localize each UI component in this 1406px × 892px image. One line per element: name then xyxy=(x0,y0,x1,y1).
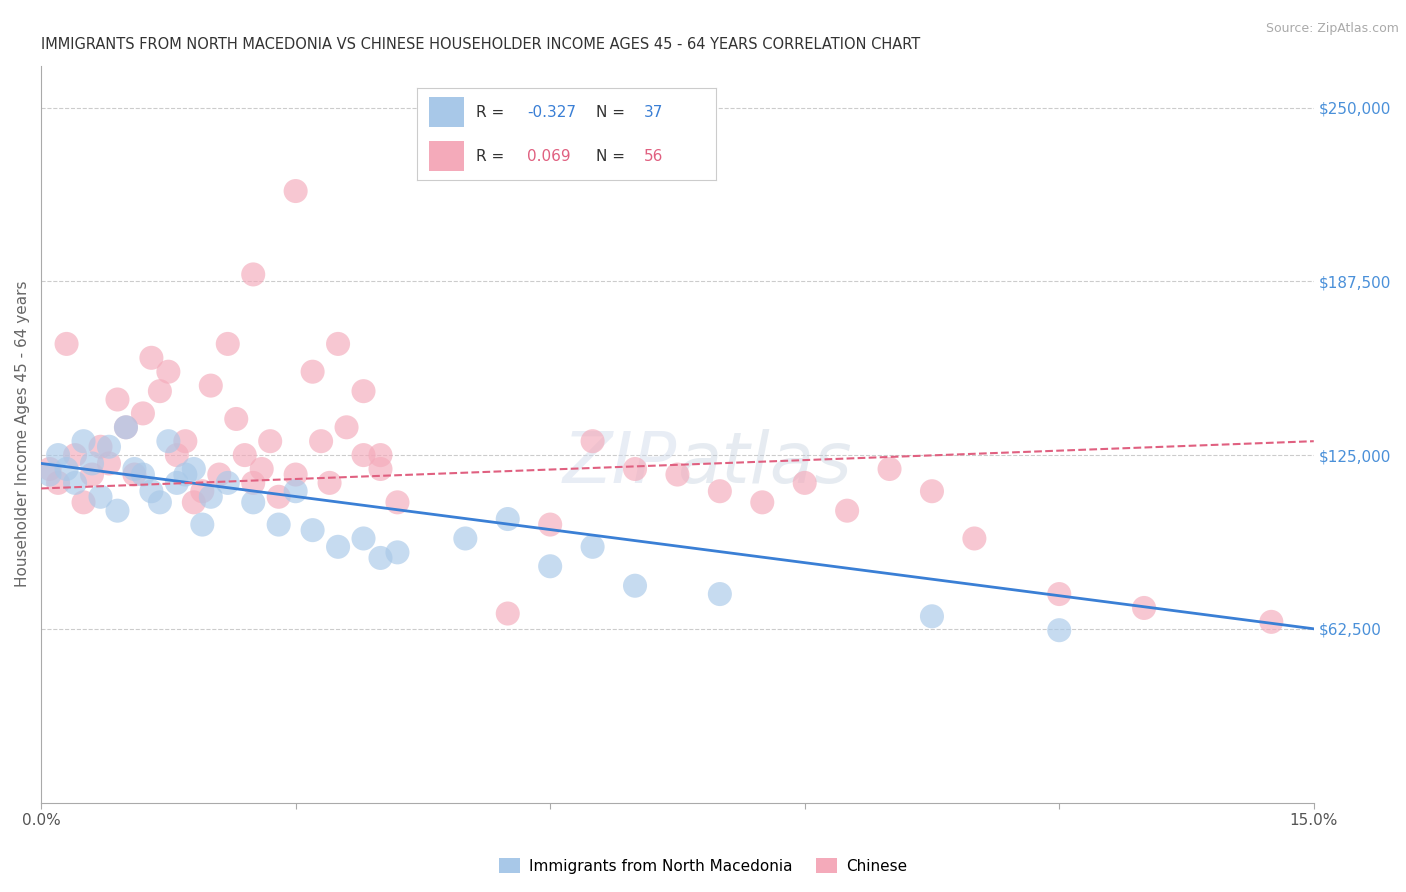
Point xyxy=(624,462,647,476)
Point xyxy=(200,490,222,504)
Point xyxy=(921,609,943,624)
Text: Source: ZipAtlas.com: Source: ZipAtlas.com xyxy=(1265,22,1399,36)
Point xyxy=(157,434,180,449)
Point xyxy=(157,365,180,379)
Point xyxy=(191,484,214,499)
Point xyxy=(387,495,409,509)
Text: IMMIGRANTS FROM NORTH MACEDONIA VS CHINESE HOUSEHOLDER INCOME AGES 45 - 64 YEARS: IMMIGRANTS FROM NORTH MACEDONIA VS CHINE… xyxy=(41,37,921,53)
Point xyxy=(709,587,731,601)
Point xyxy=(233,448,256,462)
Point xyxy=(353,532,375,546)
Point xyxy=(581,540,603,554)
Point xyxy=(107,504,129,518)
Point xyxy=(46,448,69,462)
Point xyxy=(141,351,163,365)
Point xyxy=(124,467,146,482)
Point xyxy=(225,412,247,426)
Point xyxy=(38,467,60,482)
Point xyxy=(149,495,172,509)
Point xyxy=(709,484,731,499)
Point xyxy=(183,462,205,476)
Point xyxy=(46,475,69,490)
Point xyxy=(200,378,222,392)
Point xyxy=(208,467,231,482)
Point xyxy=(370,448,392,462)
Text: ZIP: ZIP xyxy=(562,429,678,499)
Point xyxy=(38,462,60,476)
Point xyxy=(174,467,197,482)
Y-axis label: Householder Income Ages 45 - 64 years: Householder Income Ages 45 - 64 years xyxy=(15,281,30,588)
Point xyxy=(538,517,561,532)
Point xyxy=(217,475,239,490)
Point xyxy=(284,467,307,482)
Point xyxy=(921,484,943,499)
Point xyxy=(267,517,290,532)
Point xyxy=(387,545,409,559)
Point xyxy=(496,607,519,621)
Point xyxy=(353,384,375,399)
Point xyxy=(217,337,239,351)
Point xyxy=(98,457,121,471)
Point xyxy=(80,457,103,471)
Point xyxy=(326,540,349,554)
Point xyxy=(89,490,111,504)
Point xyxy=(879,462,901,476)
Point xyxy=(666,467,689,482)
Legend: Immigrants from North Macedonia, Chinese: Immigrants from North Macedonia, Chinese xyxy=(492,852,914,880)
Point xyxy=(242,495,264,509)
Point xyxy=(624,579,647,593)
Point xyxy=(115,420,138,434)
Point xyxy=(454,532,477,546)
Point xyxy=(174,434,197,449)
Point xyxy=(183,495,205,509)
Point xyxy=(267,490,290,504)
Point xyxy=(141,484,163,499)
Point xyxy=(63,448,86,462)
Point xyxy=(751,495,773,509)
Point xyxy=(370,462,392,476)
Point xyxy=(1047,623,1070,637)
Point xyxy=(166,475,188,490)
Point xyxy=(242,268,264,282)
Point xyxy=(301,365,323,379)
Point xyxy=(353,448,375,462)
Point xyxy=(166,448,188,462)
Text: atlas: atlas xyxy=(678,429,852,499)
Point xyxy=(538,559,561,574)
Point xyxy=(496,512,519,526)
Point xyxy=(132,406,155,420)
Point xyxy=(89,440,111,454)
Point xyxy=(98,440,121,454)
Point xyxy=(250,462,273,476)
Point xyxy=(80,467,103,482)
Point xyxy=(1133,601,1156,615)
Point xyxy=(107,392,129,407)
Point xyxy=(72,495,94,509)
Point xyxy=(837,504,859,518)
Point xyxy=(284,184,307,198)
Point xyxy=(124,462,146,476)
Point xyxy=(1260,615,1282,629)
Point xyxy=(335,420,357,434)
Point xyxy=(55,337,77,351)
Point xyxy=(963,532,986,546)
Point xyxy=(1047,587,1070,601)
Point xyxy=(793,475,815,490)
Point xyxy=(115,420,138,434)
Point xyxy=(242,475,264,490)
Point xyxy=(191,517,214,532)
Point xyxy=(55,462,77,476)
Point xyxy=(259,434,281,449)
Point xyxy=(132,467,155,482)
Point xyxy=(63,475,86,490)
Point xyxy=(284,484,307,499)
Point xyxy=(149,384,172,399)
Point xyxy=(309,434,332,449)
Point xyxy=(318,475,340,490)
Point xyxy=(326,337,349,351)
Point xyxy=(581,434,603,449)
Point xyxy=(301,523,323,537)
Point xyxy=(72,434,94,449)
Point xyxy=(370,550,392,565)
